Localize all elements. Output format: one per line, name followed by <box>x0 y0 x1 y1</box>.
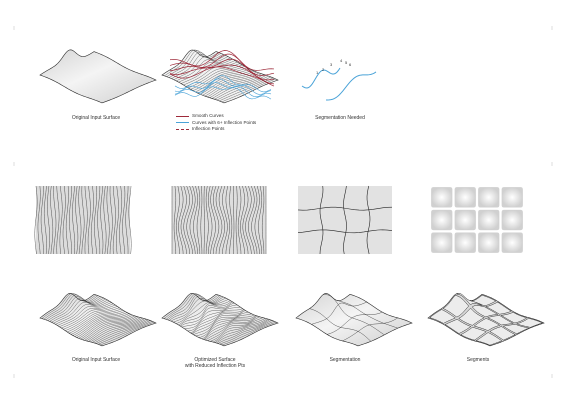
plan-segments <box>431 187 522 252</box>
segmentation-curve-1 <box>302 68 340 88</box>
legend-swatch-inflection-points <box>176 129 189 130</box>
segmentation-mark-label: 5 <box>345 60 348 65</box>
top-surface-curves <box>162 50 278 103</box>
top-original-surface <box>40 50 156 103</box>
plan-segment-tile <box>455 210 476 230</box>
surface-fill <box>40 293 156 345</box>
iso-segments-surface <box>428 293 544 345</box>
legend-item-inflection-points: Inflection Points <box>176 126 256 133</box>
plan-segment-tile <box>502 210 523 230</box>
caption-top-original: Original Input Surface <box>56 115 136 121</box>
plan-segment-tile <box>431 187 452 207</box>
segmentation-needed-curves: 123 4 5 6 <box>302 58 376 100</box>
plan-segment-tile <box>455 233 476 253</box>
caption-segments: Segments <box>438 357 518 363</box>
legend-item-inflection-curves: Curves with 6+ Inflection Points <box>176 120 256 127</box>
curve-legend: Smooth Curves Curves with 6+ Inflection … <box>176 113 256 133</box>
plan-segment-tile <box>478 233 499 253</box>
legend-item-smooth: Smooth Curves <box>176 113 256 120</box>
caption-segmentation-needed: Segmentation Needed <box>300 115 380 121</box>
legend-swatch-inflection-curves <box>176 122 189 123</box>
segmentation-mark-label: 2 <box>322 67 325 72</box>
plan-segment-tile <box>455 187 476 207</box>
plan-segmentation-grid <box>298 186 392 254</box>
caption-optimized-line2: with Reduced Inflection Pts <box>165 363 265 369</box>
plan-segment-tile <box>431 210 452 230</box>
plan-segment-tile <box>478 210 499 230</box>
legend-label-inflection-curves: Curves with 6+ Inflection Points <box>192 120 256 127</box>
caption-bottom-original: Original Input Surface <box>56 357 136 363</box>
plan-frame <box>298 186 392 254</box>
surface-fill <box>162 293 278 345</box>
iso-segmentation-surface <box>296 293 412 345</box>
plan-segment-tile <box>478 187 499 207</box>
segmentation-curve-2 <box>326 72 376 100</box>
iso-original-surface <box>40 293 156 345</box>
legend-label-smooth: Smooth Curves <box>192 113 224 120</box>
plan-segment-tile <box>431 233 452 253</box>
surface-fill <box>40 50 156 103</box>
legend-label-inflection-points: Inflection Points <box>192 126 224 133</box>
segmentation-mark-label: 3 <box>330 62 333 67</box>
caption-optimized: Optimized Surface with Reduced Inflectio… <box>165 357 265 369</box>
plan-segment-tile <box>502 233 523 253</box>
segmentation-mark-label: 6 <box>349 62 352 67</box>
caption-segmentation: Segmentation <box>305 357 385 363</box>
plan-segment-tile <box>502 187 523 207</box>
segmentation-mark-label: 4 <box>340 58 343 63</box>
plan-optimized-contours <box>172 186 266 254</box>
iso-optimized-surface <box>162 293 278 345</box>
plan-frame <box>36 186 130 254</box>
plan-original-contours <box>35 186 131 254</box>
legend-swatch-smooth <box>176 116 189 117</box>
